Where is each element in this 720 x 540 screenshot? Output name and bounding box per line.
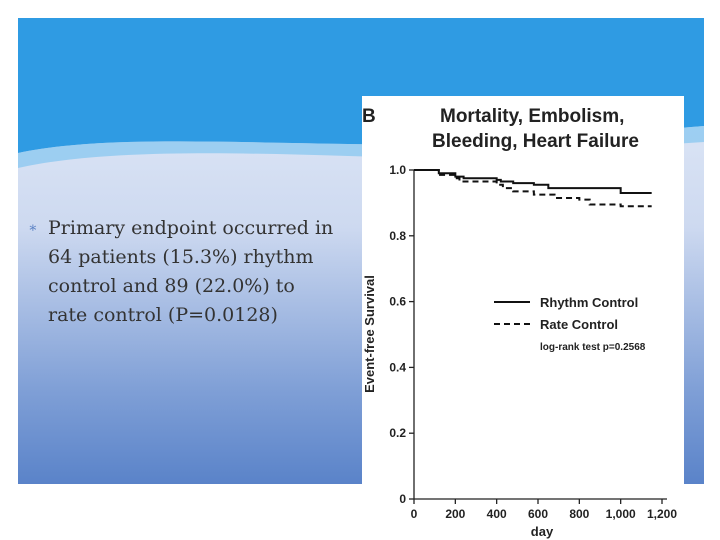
x-tick-label: 1,200	[647, 507, 677, 521]
y-tick-label: 0	[399, 492, 406, 506]
series-line-rate-control	[414, 169, 652, 208]
chart-title-line-2: Bleeding, Heart Failure	[432, 131, 639, 152]
legend-label-rhythm: Rhythm Control	[540, 295, 638, 310]
y-axis-label: Event-free Survival	[362, 275, 377, 393]
x-tick-label: 400	[487, 507, 507, 521]
x-tick-label: 1,000	[606, 507, 636, 521]
y-tick-label: 1.0	[389, 163, 406, 177]
bullet-point: ∗ Primary endpoint occurred in 64 patien…	[28, 214, 354, 330]
kaplan-meier-figure: B Mortality, Embolism, Bleeding, Heart F…	[362, 96, 684, 540]
x-axis-label: day	[531, 524, 554, 539]
x-tick-label: 200	[445, 507, 465, 521]
series-line-rhythm-control	[414, 169, 652, 195]
logrank-annotation: log-rank test p=0.2568	[540, 342, 646, 353]
survival-chart: B Mortality, Embolism, Bleeding, Heart F…	[362, 106, 677, 539]
bullet-line: 64 patients (15.3%) rhythm	[48, 246, 314, 268]
bullet-line: Primary endpoint occurred in	[48, 217, 334, 239]
x-tick-label: 600	[528, 507, 548, 521]
panel-letter: B	[362, 106, 376, 127]
header-wave-highlight	[18, 126, 704, 168]
y-tick-label: 0.6	[389, 295, 406, 309]
y-tick-label: 0.4	[389, 360, 406, 374]
bullet-marker-icon: ∗	[28, 220, 38, 236]
bullet-line: control and 89 (22.0%) to	[48, 275, 295, 297]
y-tick-label: 0.2	[389, 426, 406, 440]
legend-label-rate: Rate Control	[540, 317, 618, 332]
bullet-line: rate control (P=0.0128)	[48, 304, 278, 326]
x-tick-label: 0	[411, 507, 418, 521]
chart-title-line-1: Mortality, Embolism,	[440, 106, 624, 127]
y-tick-label: 0.8	[389, 229, 406, 243]
x-tick-label: 800	[569, 507, 589, 521]
